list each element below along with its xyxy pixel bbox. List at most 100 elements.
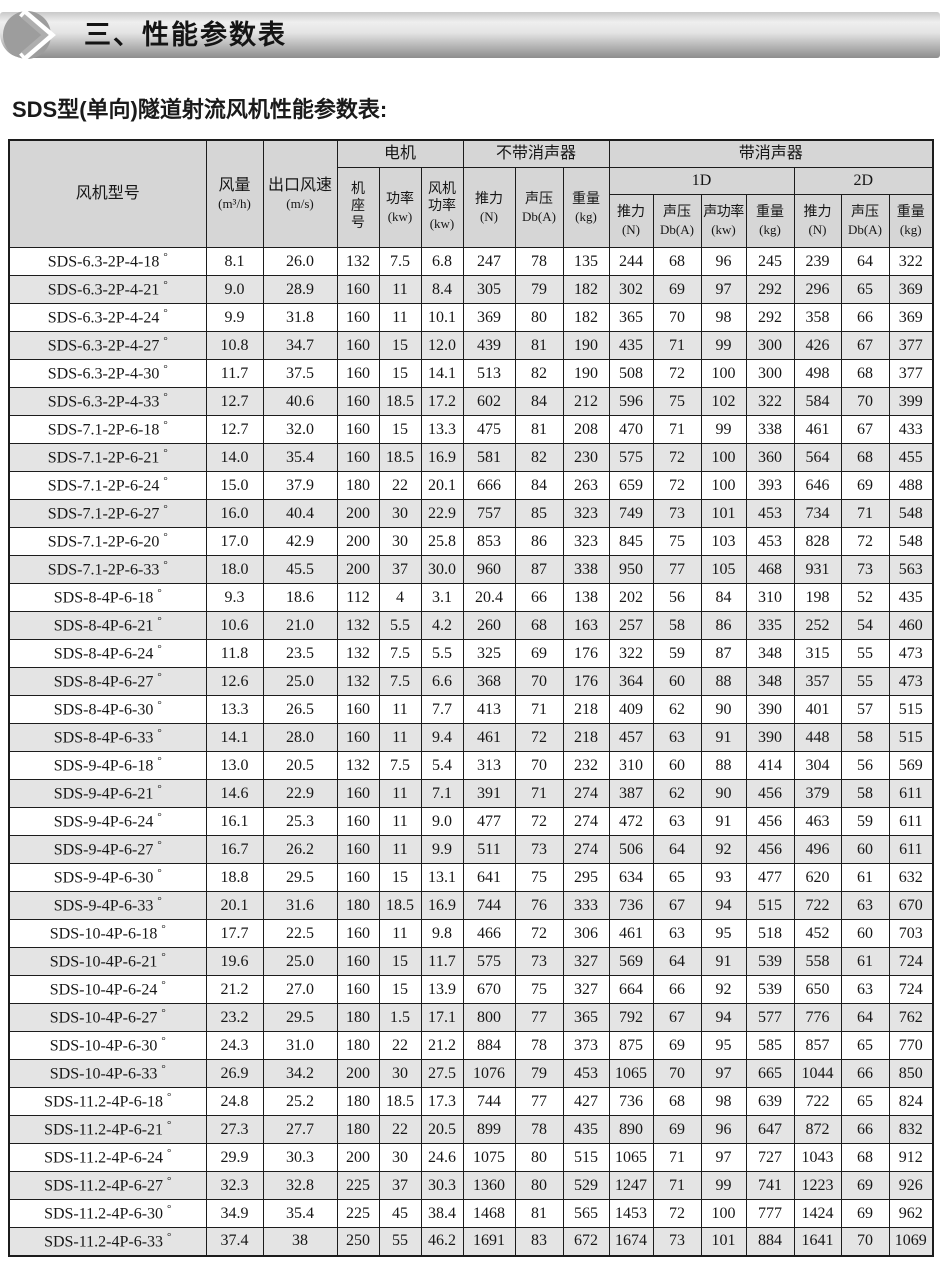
table-row: SDS-11.2-4P-6-30 ° 34.9 35.4 225 45 38.4 1468 8… xyxy=(8,1199,934,1228)
value-cell: 62 xyxy=(652,779,702,808)
value-cell: 1076 xyxy=(462,1059,516,1088)
value-cell: 724 xyxy=(888,975,934,1004)
value-cell: 926 xyxy=(888,1171,934,1200)
value-cell: 477 xyxy=(462,807,516,836)
value-cell: 15 xyxy=(378,947,422,976)
value-cell: 55 xyxy=(378,1227,422,1256)
col-header-1d-thrust: 推力 (N) xyxy=(608,194,654,248)
value-cell: 23.2 xyxy=(205,1003,264,1032)
value-cell: 1424 xyxy=(793,1199,842,1228)
value-cell: 160 xyxy=(336,919,380,948)
value-cell: 744 xyxy=(462,891,516,920)
value-cell: 80 xyxy=(514,1171,564,1200)
value-cell: 67 xyxy=(840,415,890,444)
value-cell: 60 xyxy=(652,667,702,696)
value-cell: 81 xyxy=(514,415,564,444)
value-cell: 27.7 xyxy=(262,1115,338,1144)
value-cell: 433 xyxy=(888,415,934,444)
value-cell: 456 xyxy=(745,779,795,808)
value-cell: 71 xyxy=(652,1143,702,1172)
value-cell: 558 xyxy=(793,947,842,976)
value-cell: 77 xyxy=(652,555,702,584)
value-cell: 872 xyxy=(793,1115,842,1144)
value-cell: 548 xyxy=(888,527,934,556)
value-cell: 16.0 xyxy=(205,499,264,528)
value-cell: 70 xyxy=(652,303,702,332)
value-cell: 463 xyxy=(793,807,842,836)
value-cell: 19.6 xyxy=(205,947,264,976)
value-cell: 890 xyxy=(608,1115,654,1144)
value-cell: 11.7 xyxy=(420,947,464,976)
value-cell: 456 xyxy=(745,807,795,836)
group-header-with-silencer: 带消声器 xyxy=(608,139,934,168)
value-cell: 67 xyxy=(652,891,702,920)
value-cell: 160 xyxy=(336,835,380,864)
value-cell: 639 xyxy=(745,1087,795,1116)
value-cell: 66 xyxy=(840,1059,890,1088)
value-cell: 257 xyxy=(608,611,654,640)
value-cell: 37.9 xyxy=(262,471,338,500)
value-cell: 202 xyxy=(608,583,654,612)
value-cell: 24.6 xyxy=(420,1143,464,1172)
value-cell: 160 xyxy=(336,387,380,416)
value-cell: 757 xyxy=(462,499,516,528)
value-cell: 30 xyxy=(378,499,422,528)
value-cell: 468 xyxy=(745,555,795,584)
value-cell: 65 xyxy=(840,1031,890,1060)
value-cell: 25.0 xyxy=(262,947,338,976)
value-cell: 32.0 xyxy=(262,415,338,444)
value-cell: 30 xyxy=(378,1059,422,1088)
value-cell: 68 xyxy=(652,247,702,276)
value-cell: 18.5 xyxy=(378,387,422,416)
value-cell: 14.6 xyxy=(205,779,264,808)
value-cell: 17.7 xyxy=(205,919,264,948)
value-cell: 25.8 xyxy=(420,527,464,556)
section-banner: 三、性能参数表 xyxy=(0,9,940,61)
value-cell: 762 xyxy=(888,1003,934,1032)
fan-model-cell: SDS-11.2-4P-6-33 ° xyxy=(8,1227,207,1256)
value-cell: 21.2 xyxy=(420,1031,464,1060)
value-cell: 962 xyxy=(888,1199,934,1228)
table-row: SDS-7.1-2P-6-33 ° 18.0 45.5 200 37 30.0 960 87 3… xyxy=(8,555,934,584)
value-cell: 27.3 xyxy=(205,1115,264,1144)
value-cell: 11.7 xyxy=(205,359,264,388)
value-cell: 515 xyxy=(745,891,795,920)
value-cell: 10.1 xyxy=(420,303,464,332)
table-row: SDS-6.3-2P-4-27 ° 10.8 34.7 160 15 12.0 439 81 1… xyxy=(8,331,934,360)
value-cell: 79 xyxy=(514,275,564,304)
group-header-without-silencer: 不带消声器 xyxy=(462,139,610,168)
value-cell: 563 xyxy=(888,555,934,584)
value-cell: 20.1 xyxy=(205,891,264,920)
value-cell: 22.5 xyxy=(262,919,338,948)
value-cell: 414 xyxy=(745,751,795,780)
value-cell: 100 xyxy=(700,471,747,500)
table-row: SDS-10-4P-6-27 ° 23.2 29.5 180 1.5 17.1 800 77 3… xyxy=(8,1003,934,1032)
value-cell: 70 xyxy=(652,1059,702,1088)
value-cell: 8.1 xyxy=(205,247,264,276)
value-cell: 190 xyxy=(562,331,610,360)
value-cell: 634 xyxy=(608,863,654,892)
value-cell: 426 xyxy=(793,331,842,360)
value-cell: 575 xyxy=(462,947,516,976)
fan-model-cell: SDS-7.1-2P-6-33 ° xyxy=(8,555,207,584)
value-cell: 7.7 xyxy=(420,695,464,724)
value-cell: 435 xyxy=(562,1115,610,1144)
value-cell: 30 xyxy=(378,527,422,556)
value-cell: 296 xyxy=(793,275,842,304)
value-cell: 69 xyxy=(840,1171,890,1200)
value-cell: 40.6 xyxy=(262,387,338,416)
value-cell: 1065 xyxy=(608,1143,654,1172)
col-header-power: 功率 (kw) xyxy=(378,167,422,248)
value-cell: 132 xyxy=(336,751,380,780)
value-cell: 72 xyxy=(840,527,890,556)
value-cell: 160 xyxy=(336,359,380,388)
value-cell: 101 xyxy=(700,1227,747,1256)
fan-model-cell: SDS-10-4P-6-24 ° xyxy=(8,975,207,1004)
value-cell: 45 xyxy=(378,1199,422,1228)
value-cell: 1065 xyxy=(608,1059,654,1088)
fan-model-cell: SDS-11.2-4P-6-30 ° xyxy=(8,1199,207,1228)
value-cell: 515 xyxy=(562,1143,610,1172)
value-cell: 390 xyxy=(745,723,795,752)
value-cell: 45.5 xyxy=(262,555,338,584)
value-cell: 1069 xyxy=(888,1227,934,1256)
